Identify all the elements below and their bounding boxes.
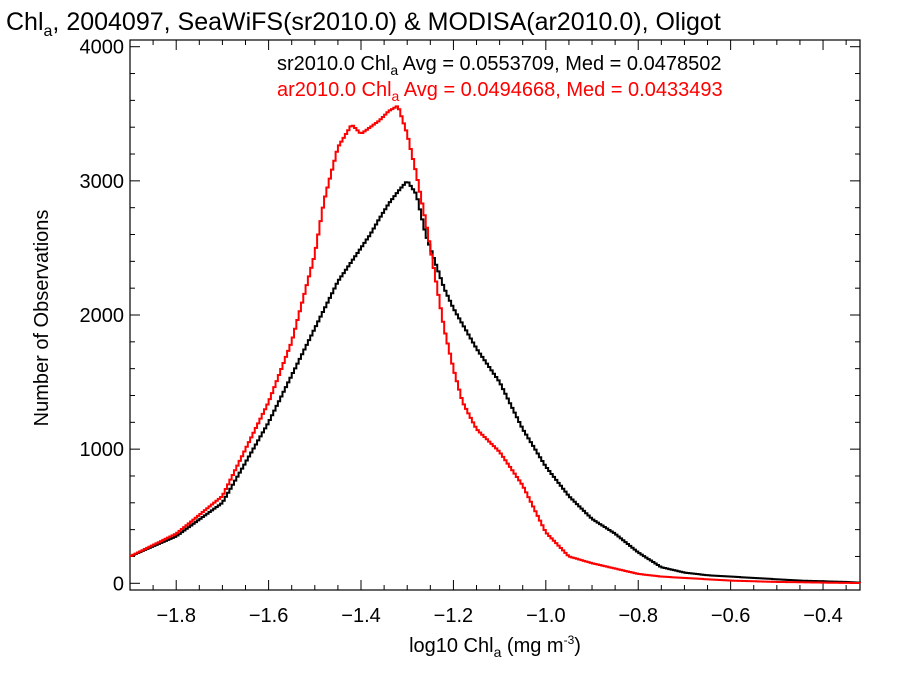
series-line-sr2010-0 xyxy=(130,181,861,584)
y-tick-label: 1000 xyxy=(80,439,125,461)
x-tick-label: −1.8 xyxy=(156,605,195,627)
plot-border xyxy=(129,39,861,591)
y-axis-label: Number of Observations xyxy=(31,210,53,427)
axis-ticks xyxy=(129,40,860,590)
plot-area xyxy=(129,39,861,591)
y-tick-label: 3000 xyxy=(80,171,125,193)
y-tick-label: 4000 xyxy=(80,37,125,59)
x-tick-label: −0.8 xyxy=(618,605,657,627)
x-tick-label: −0.4 xyxy=(803,605,842,627)
x-tick-label: −1.2 xyxy=(434,605,473,627)
x-tick-label: −1.0 xyxy=(526,605,565,627)
series-lines xyxy=(130,105,861,585)
x-tick-label: −0.6 xyxy=(711,605,750,627)
x-axis-label: log10 Chla (mg m-3) xyxy=(409,633,581,660)
axis-tick-labels: −1.8 −1.6 −1.4 −1.2 −1.0 −0.8 −0.6 −0.4 0 1000 200… xyxy=(80,37,843,627)
series-line-ar2010-0 xyxy=(130,105,861,585)
y-tick-label: 0 xyxy=(113,573,124,595)
legend-entry-ar2010: ar2010.0 Chla Avg = 0.0494668, Med = 0.0… xyxy=(277,79,723,104)
chart-title: Chla, 2004097, SeaWiFS(sr2010.0) & MODIS… xyxy=(6,8,721,40)
x-tick-label: −1.4 xyxy=(341,605,380,627)
x-tick-label: −1.6 xyxy=(249,605,288,627)
legend-entry-sr2010: sr2010.0 Chla Avg = 0.0553709, Med = 0.0… xyxy=(277,53,721,78)
y-tick-label: 2000 xyxy=(80,305,125,327)
